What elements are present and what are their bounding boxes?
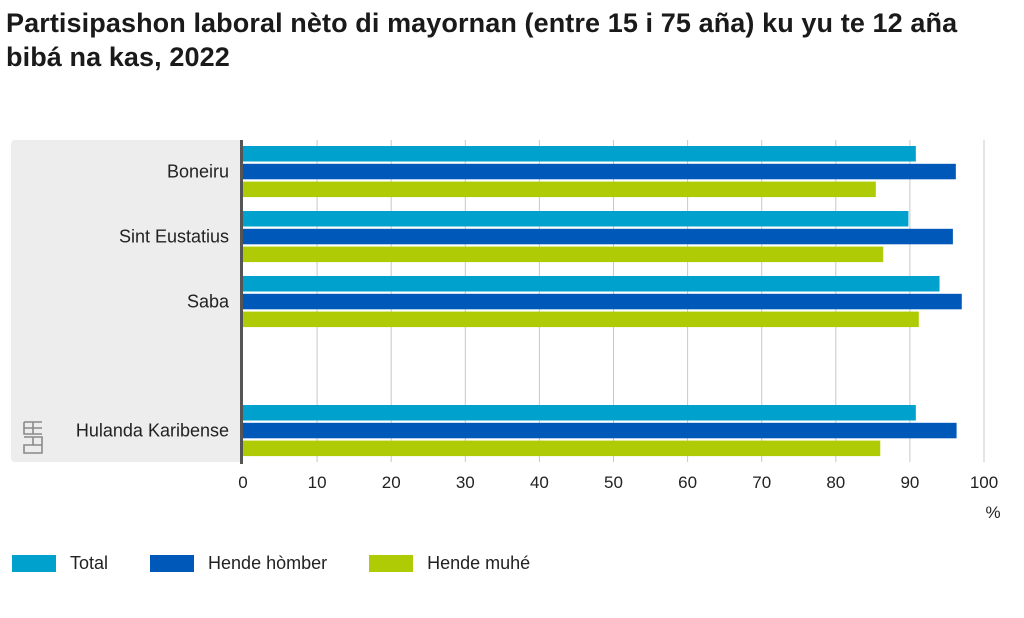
x-tick-label: 10: [308, 473, 327, 492]
bar-hulanda-karibense-total: [243, 405, 916, 421]
x-tick-label: 100: [970, 473, 998, 492]
legend-swatch-hende-muhe: [369, 555, 414, 572]
bar-saba-hende-homber: [243, 293, 962, 310]
category-label: Boneiru: [167, 162, 229, 182]
x-tick-label: 30: [456, 473, 475, 492]
cbs-logo-icon: [23, 421, 43, 454]
bar-sint-eustatius-total: [243, 211, 909, 227]
category-label: Hulanda Karibense: [76, 421, 229, 441]
x-tick-label: 70: [752, 473, 771, 492]
legend-label-hende-muhe: Hende muhé: [427, 553, 531, 573]
legend-swatch-hende-homber: [150, 555, 195, 572]
bar-saba-hende-muhe: [243, 311, 919, 328]
x-tick-label: 20: [382, 473, 401, 492]
x-tick-label: 50: [604, 473, 623, 492]
x-unit-label: %: [985, 503, 1000, 522]
legend-label-total: Total: [70, 553, 109, 573]
category-label: Saba: [187, 292, 230, 312]
category-label: Sint Eustatius: [119, 227, 229, 247]
legend-item-hende-muhe: Hende muhé: [369, 553, 530, 574]
legend-item-total: Total: [12, 553, 108, 574]
bar-sint-eustatius-hende-homber: [243, 228, 953, 245]
legend-label-hende-homber: Hende hòmber: [208, 553, 328, 573]
bar-boneiru-hende-homber: [243, 163, 956, 180]
bar-sint-eustatius-hende-muhe: [243, 246, 884, 263]
x-tick-label: 60: [678, 473, 697, 492]
x-tick-label: 90: [900, 473, 919, 492]
chart-title: Partisipashon laboral nèto di mayornan (…: [6, 8, 958, 72]
legend: Total Hende hòmber Hende muhé: [12, 553, 572, 574]
bar-boneiru-hende-muhe: [243, 181, 876, 198]
x-tick-label: 80: [826, 473, 845, 492]
legend-swatch-total: [12, 555, 56, 572]
bar-saba-total: [243, 276, 940, 292]
label-panel: [11, 140, 243, 462]
x-tick-label: 0: [238, 473, 247, 492]
x-tick-label: 40: [530, 473, 549, 492]
bar-hulanda-karibense-hende-muhe: [243, 440, 881, 457]
bar-boneiru-total: [243, 146, 916, 162]
legend-item-hende-homber: Hende hòmber: [150, 553, 327, 574]
bar-hulanda-karibense-hende-homber: [243, 422, 957, 439]
